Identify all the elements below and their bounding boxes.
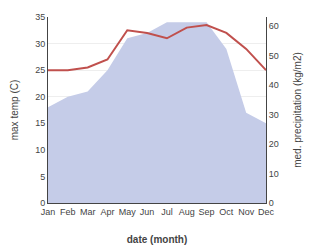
svg-text:May: May [119,207,137,217]
svg-text:Nov: Nov [238,207,255,217]
svg-text:30: 30 [269,110,279,120]
svg-text:20: 20 [35,92,45,102]
svg-text:Dec: Dec [258,207,275,217]
svg-text:10: 10 [35,145,45,155]
svg-text:15: 15 [35,118,45,128]
svg-text:Sep: Sep [199,207,215,217]
svg-text:Jan: Jan [41,207,56,217]
svg-text:50: 50 [269,51,279,61]
svg-text:20: 20 [269,139,279,149]
svg-text:Mar: Mar [80,207,96,217]
svg-text:Apr: Apr [100,207,114,217]
svg-text:25: 25 [35,65,45,75]
svg-text:date (month): date (month) [127,234,188,245]
svg-text:40: 40 [269,80,279,90]
svg-text:Feb: Feb [60,207,76,217]
svg-text:60: 60 [269,21,279,31]
svg-text:med. precipitation (kg/m2): med. precipitation (kg/m2) [292,52,303,168]
svg-text:max temp (C): max temp (C) [9,80,20,141]
svg-text:Jun: Jun [140,207,155,217]
svg-text:0: 0 [269,198,274,208]
svg-text:Aug: Aug [179,207,195,217]
svg-text:30: 30 [35,39,45,49]
svg-text:5: 5 [40,172,45,182]
svg-text:0: 0 [40,198,45,208]
svg-text:Oct: Oct [219,207,234,217]
svg-text:10: 10 [269,169,279,179]
svg-text:35: 35 [35,12,45,22]
svg-text:Jul: Jul [161,207,173,217]
